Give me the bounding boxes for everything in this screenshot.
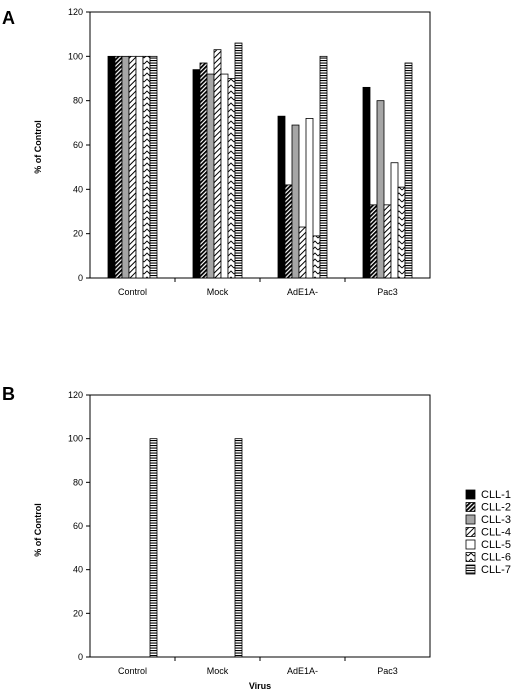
y-tick-label: 120	[68, 390, 83, 400]
legend-swatch-cll-7	[465, 564, 476, 575]
panel-a-letter: A	[2, 8, 15, 28]
legend-swatch-cll-5	[465, 539, 476, 550]
y-tick-label: 80	[73, 96, 83, 106]
bar-cll-4-ade1a	[298, 226, 307, 279]
legend-swatch-cll-6	[465, 552, 476, 562]
panel-a-ylabel: % of Control	[33, 120, 43, 174]
y-tick-label: 20	[73, 229, 83, 239]
bar-cll-4-pac3	[383, 204, 392, 279]
bar-cll-1-mock	[192, 69, 201, 279]
bar-cll-6-ade1a	[312, 235, 321, 279]
x-tick-label: AdE1A-	[287, 287, 318, 297]
x-tick-label: Mock	[207, 666, 229, 676]
panel-b-category-labels: Control Mock AdE1A- Pac3	[118, 666, 398, 676]
legend-label-cll-2: CLL-2	[481, 502, 511, 514]
y-tick-label: 40	[73, 184, 83, 194]
bar-cll-5-mock	[220, 73, 229, 279]
y-tick-label: 0	[78, 273, 83, 283]
panel-b-bars	[149, 438, 243, 658]
x-tick-label: Control	[118, 666, 147, 676]
panel-a-tick-labels: 0 20 40 60 80 100 120	[68, 7, 83, 283]
bar-cll-5-ade1a	[305, 118, 314, 279]
legend-label-cll-4: CLL-4	[481, 527, 511, 539]
bar-cll-7-pac3	[404, 62, 413, 279]
bar-cll-7-control	[149, 55, 158, 279]
bar-cll-2-mock	[199, 62, 208, 279]
x-tick-label: Mock	[207, 287, 229, 297]
bar-cll-2-pac3	[369, 204, 378, 279]
bar-cll-7-ade1a	[319, 55, 328, 279]
y-tick-label: 20	[73, 608, 83, 618]
bar-cll-3-ade1a	[291, 124, 300, 279]
panel-a: A % of Control 0 20 40 60 80 100 120 Control Mo…	[2, 7, 431, 297]
panel-a-category-labels: Control Mock AdE1A- Pac3	[118, 287, 398, 297]
legend-label-cll-3: CLL-3	[481, 514, 511, 526]
bar-cll-7-mock	[234, 438, 243, 658]
bar-cll-6-mock	[227, 78, 236, 279]
x-tick-label: AdE1A-	[287, 666, 318, 676]
panel-b-ylabel: % of Control	[33, 503, 43, 557]
legend-label-cll-5: CLL-5	[481, 539, 511, 551]
x-tick-label: Pac3	[377, 287, 398, 297]
plot-area-b	[89, 394, 431, 658]
bar-cll-4-mock	[213, 49, 222, 279]
y-tick-label: 0	[78, 652, 83, 662]
legend-label-cll-1: CLL-1	[481, 489, 511, 501]
legend-label-cll-7: CLL-7	[481, 564, 511, 576]
y-tick-label: 80	[73, 477, 83, 487]
legend-swatch-cll-1	[465, 489, 476, 500]
y-tick-label: 40	[73, 565, 83, 575]
bar-cll-7-control	[149, 438, 158, 658]
panel-b: B % of Control 0 20 40 60 80 100 120 Control Mo…	[2, 384, 431, 691]
bar-cll-1-pac3	[362, 86, 371, 279]
panel-b-tick-labels: 0 20 40 60 80 100 120	[68, 390, 83, 662]
legend-swatch-cll-4	[465, 527, 476, 537]
legend-swatch-cll-3	[465, 514, 476, 525]
bar-cll-7-mock	[234, 42, 243, 279]
bar-cll-4-control	[128, 55, 137, 279]
bar-cll-1-control	[107, 55, 116, 279]
y-tick-label: 60	[73, 521, 83, 531]
bar-cll-5-control	[135, 55, 144, 279]
y-tick-label: 100	[68, 51, 83, 61]
panel-b-letter: B	[2, 384, 15, 404]
y-tick-label: 100	[68, 434, 83, 444]
bar-cll-2-ade1a	[284, 184, 293, 279]
bar-cll-1-ade1a	[277, 115, 286, 279]
bar-cll-6-pac3	[397, 186, 406, 279]
panel-b-axes	[86, 394, 431, 661]
legend-label-cll-6: CLL-6	[481, 552, 511, 564]
x-tick-label: Pac3	[377, 666, 398, 676]
bar-cll-2-control	[114, 55, 123, 279]
y-tick-label: 120	[68, 7, 83, 17]
legend-swatch-cll-2	[465, 502, 476, 512]
panel-a-bars	[107, 42, 413, 279]
bar-cll-6-control	[142, 55, 151, 279]
bar-cll-3-mock	[206, 73, 215, 279]
bar-cll-3-control	[121, 55, 130, 279]
bar-cll-3-pac3	[376, 100, 385, 279]
y-tick-label: 60	[73, 140, 83, 150]
bar-cll-5-pac3	[390, 162, 399, 279]
panel-b-xlabel: Virus	[249, 681, 271, 691]
x-tick-label: Control	[118, 287, 147, 297]
